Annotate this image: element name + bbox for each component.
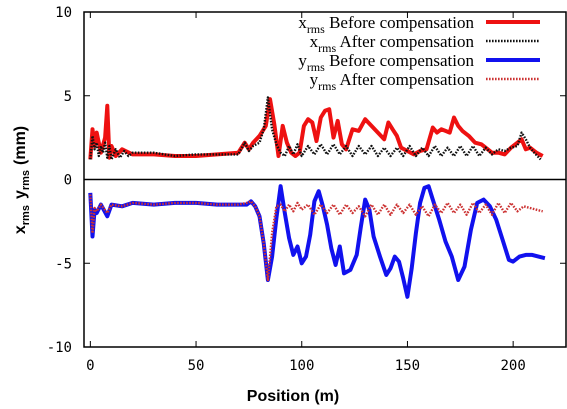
y-axis-label: xrmsyrms(mm) [12,126,32,234]
y-axis-label-y: y [12,190,29,199]
x-axis-label: Position (m) [247,388,339,405]
x-tick-label: 150 [395,358,420,374]
y-axis-label-y-sub: rms [20,170,32,190]
x-tick-label: 50 [188,358,205,374]
y-axis-label-x-sub: rms [20,205,32,225]
legend-entry-label: yrms Before compensation [298,51,474,74]
y-axis-label-unit: (mm) [12,126,29,165]
legend-entry-label: yrms After compensation [310,70,475,93]
legend-entry-subscript: rms [307,60,325,74]
legend-entry-text: After compensation [336,70,474,89]
y-axis-label-x: x [12,225,29,234]
legend-entry-text: After compensation [336,32,474,51]
legend-entry-symbol: x [310,32,319,51]
x-tick-label: 100 [289,358,314,374]
legend-entry-subscript: rms [318,41,336,55]
y-tick-label: 5 [64,89,72,105]
series-line-2 [89,96,542,161]
plot-area [83,11,567,348]
y-axis-ticks: 10 5 0 -5 -10 [47,5,566,356]
series-layer [88,96,546,299]
legend-entry-symbol: x [298,13,307,32]
series-line-4 [89,194,543,282]
y-tick-label: 0 [64,173,72,189]
legend-entry-label: xrms Before compensation [298,13,474,36]
legend-entry-text: Before compensation [325,13,475,32]
legend-entry-text: Before compensation [325,51,475,70]
x-tick-label: 0 [86,358,94,374]
legend-entry-subscript: rms [307,22,325,36]
y-tick-label: -10 [47,340,72,356]
y-tick-label: 10 [55,5,72,21]
x-tick-label: 200 [501,358,526,374]
legend-entry-label: xrms After compensation [310,32,475,55]
legend-entry-symbol: y [310,70,319,89]
y-tick-label: -5 [55,256,72,272]
legend-entry-symbol: y [298,51,307,70]
legend-entry-subscript: rms [318,79,336,93]
x-axis-ticks: 0 50 100 150 200 [86,12,526,374]
series-line-3 [88,184,546,299]
